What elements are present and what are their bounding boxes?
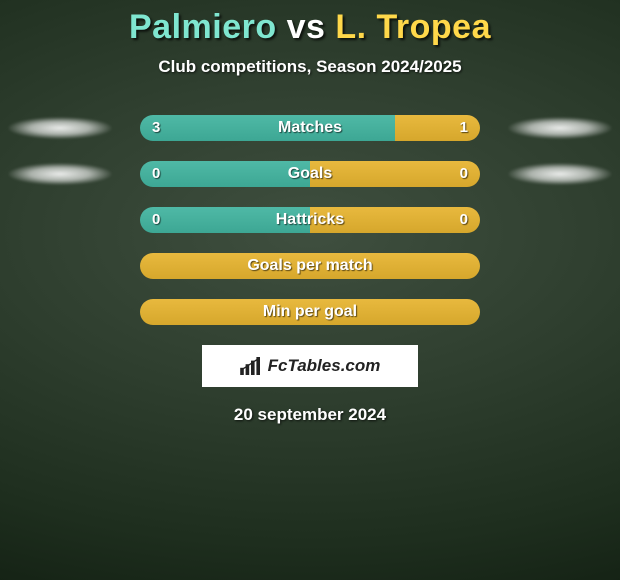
stat-row: Min per goal	[0, 299, 620, 325]
stat-bar: Min per goal	[140, 299, 480, 325]
stat-row: Goals per match	[0, 253, 620, 279]
bar-chart-icon	[240, 357, 262, 375]
player-shadow-right	[508, 117, 612, 139]
bar-right-fill	[310, 161, 480, 187]
bar-left-fill	[140, 161, 310, 187]
bar-right-fill	[140, 253, 480, 279]
content: Palmiero vs L. Tropea Club competitions,…	[0, 0, 620, 425]
stat-bar: 00Hattricks	[140, 207, 480, 233]
stat-row: 31Matches	[0, 115, 620, 141]
bar-right-fill	[310, 207, 480, 233]
bar-left-fill	[140, 207, 310, 233]
bar-left-fill	[140, 115, 395, 141]
vs-text: vs	[287, 8, 326, 46]
bar-right-fill	[140, 299, 480, 325]
player-shadow-right	[508, 163, 612, 185]
stat-row: 00Goals	[0, 161, 620, 187]
subtitle: Club competitions, Season 2024/2025	[0, 57, 620, 77]
player1-name: Palmiero	[129, 8, 277, 46]
stat-bar: Goals per match	[140, 253, 480, 279]
player-shadow-left	[8, 117, 112, 139]
source-badge: FcTables.com	[202, 345, 418, 387]
player-shadow-left	[8, 163, 112, 185]
player2-name: L. Tropea	[335, 8, 491, 46]
stat-row: 00Hattricks	[0, 207, 620, 233]
bar-right-fill	[395, 115, 480, 141]
stat-bar: 31Matches	[140, 115, 480, 141]
page-title: Palmiero vs L. Tropea	[0, 8, 620, 47]
stat-bar: 00Goals	[140, 161, 480, 187]
stats-rows: 31Matches 00Goals 00Hattricks Goals per mat…	[0, 115, 620, 325]
badge-text: FcTables.com	[268, 356, 381, 376]
date-text: 20 september 2024	[0, 405, 620, 425]
